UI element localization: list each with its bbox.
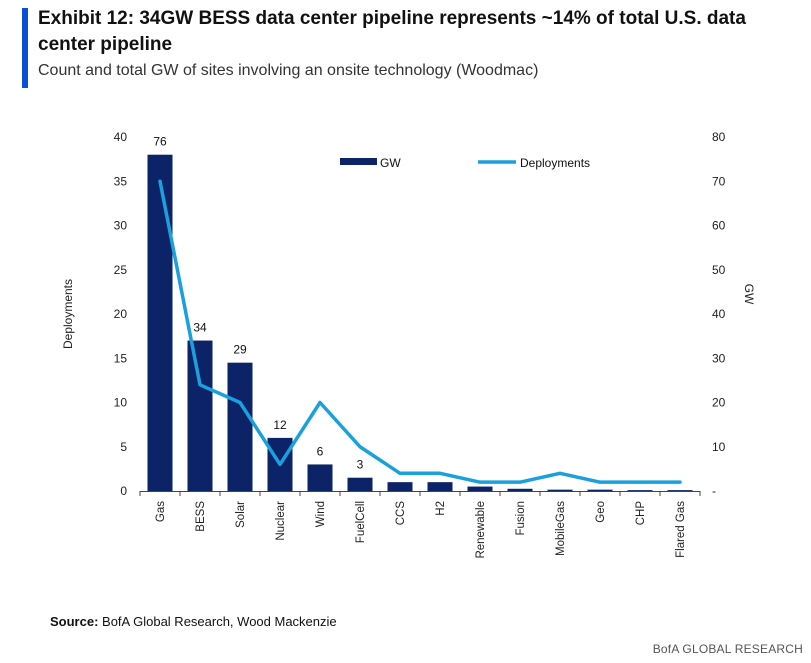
bar <box>427 482 453 491</box>
x-tick-label: BESS <box>195 501 207 532</box>
left-tick-label: 0 <box>120 484 127 498</box>
bar <box>627 490 653 491</box>
bar <box>307 464 333 491</box>
left-tick-label: 40 <box>114 130 128 144</box>
bar <box>587 489 613 491</box>
deployments-point <box>319 402 321 403</box>
left-tick-label: 15 <box>114 351 128 365</box>
source-text: BofA Global Research, Wood Mackenzie <box>102 614 337 629</box>
source-label: Source: <box>50 614 99 629</box>
bar-data-label: 12 <box>273 418 287 432</box>
x-tick-label: Wind <box>315 501 327 527</box>
deployments-line <box>158 179 682 484</box>
source-note: Source: BofA Global Research, Wood Macke… <box>50 614 337 629</box>
x-axis: Gas BESS Solar Nuclear Wind FuelCell CCS H2 Rene… <box>139 491 701 559</box>
deployments-point <box>239 402 241 403</box>
right-tick-label: 60 <box>712 219 726 233</box>
legend-label-gw: GW <box>380 156 401 170</box>
chart-area: 0 5 10 15 20 25 30 35 40 Deployments - 10 20 30 40 50 6… <box>61 130 756 559</box>
brand-footer: BofA GLOBAL RESEARCH <box>652 642 803 656</box>
bar <box>227 362 253 491</box>
exhibit-title: Exhibit 12: 34GW BESS data center pipeli… <box>38 8 746 55</box>
legend-swatch-gw <box>340 158 377 165</box>
right-axis: - 10 20 30 40 50 60 70 80 GW <box>712 130 756 498</box>
right-tick-label: 30 <box>712 351 726 365</box>
bar <box>387 482 413 491</box>
x-tick-label: Nuclear <box>275 501 287 541</box>
x-tick-label: CCS <box>395 501 407 526</box>
deployments-point <box>359 446 361 448</box>
deployments-point <box>599 481 601 483</box>
x-tick-label: MobileGas <box>555 501 567 556</box>
deployments-point <box>399 472 401 474</box>
x-tick-label: Gas <box>155 501 167 522</box>
bar-data-label: 34 <box>193 321 207 335</box>
deployments-point <box>279 463 281 465</box>
legend: GW Deployments <box>340 156 590 170</box>
deployments-point <box>439 472 441 474</box>
deployments-point <box>519 481 521 483</box>
right-tick-label: 50 <box>712 263 726 277</box>
deployments-point <box>679 481 681 483</box>
right-tick-label: - <box>712 484 716 498</box>
x-tick-label: Fusion <box>515 501 527 536</box>
bar-data-label: 29 <box>233 343 247 357</box>
right-tick-label: 70 <box>712 174 726 188</box>
left-tick-label: 30 <box>114 219 128 233</box>
x-tick-label: Geo <box>595 501 607 523</box>
x-tick-label: CHP <box>635 501 647 526</box>
deployments-point <box>559 472 561 474</box>
bar <box>147 154 173 491</box>
left-tick-label: 20 <box>114 307 128 321</box>
bar <box>547 489 573 491</box>
accent-bar <box>22 8 28 88</box>
x-tick-label: Solar <box>235 501 247 528</box>
deployments-point <box>479 481 481 483</box>
right-tick-label: 10 <box>712 440 726 454</box>
x-tick-label: FuelCell <box>355 501 367 543</box>
bar-data-label: 6 <box>317 444 324 458</box>
left-tick-label: 35 <box>114 174 128 188</box>
x-tick-label: Renewable <box>475 501 487 559</box>
bar-data-label: 3 <box>357 458 364 472</box>
left-axis-title: Deployments <box>61 279 75 349</box>
right-tick-label: 20 <box>712 396 726 410</box>
right-tick-label: 40 <box>712 307 726 321</box>
line-series-deployments <box>158 179 682 484</box>
right-tick-label: 80 <box>712 130 726 144</box>
bar <box>667 490 693 491</box>
bar <box>467 486 493 491</box>
left-tick-label: 5 <box>120 440 127 454</box>
deployments-point <box>639 481 641 483</box>
left-axis: 0 5 10 15 20 25 30 35 40 Deployments <box>61 130 127 498</box>
bar-series-gw <box>147 154 693 491</box>
legend-label-deployments: Deployments <box>520 156 590 170</box>
x-tick-label: Flared Gas <box>675 501 687 558</box>
bar-data-label: 76 <box>153 135 167 149</box>
left-tick-label: 25 <box>114 263 128 277</box>
bar <box>187 340 213 491</box>
right-axis-title: GW <box>742 284 756 305</box>
x-tick-label: H2 <box>435 501 447 516</box>
exhibit-subtitle: Count and total GW of sites involving an… <box>38 62 539 79</box>
deployments-point <box>159 180 161 182</box>
left-tick-label: 10 <box>114 396 128 410</box>
bar-data-labels: 76 34 29 12 6 3 <box>153 135 363 472</box>
bar <box>507 488 533 491</box>
deployments-point <box>199 384 201 386</box>
bar <box>347 477 373 491</box>
